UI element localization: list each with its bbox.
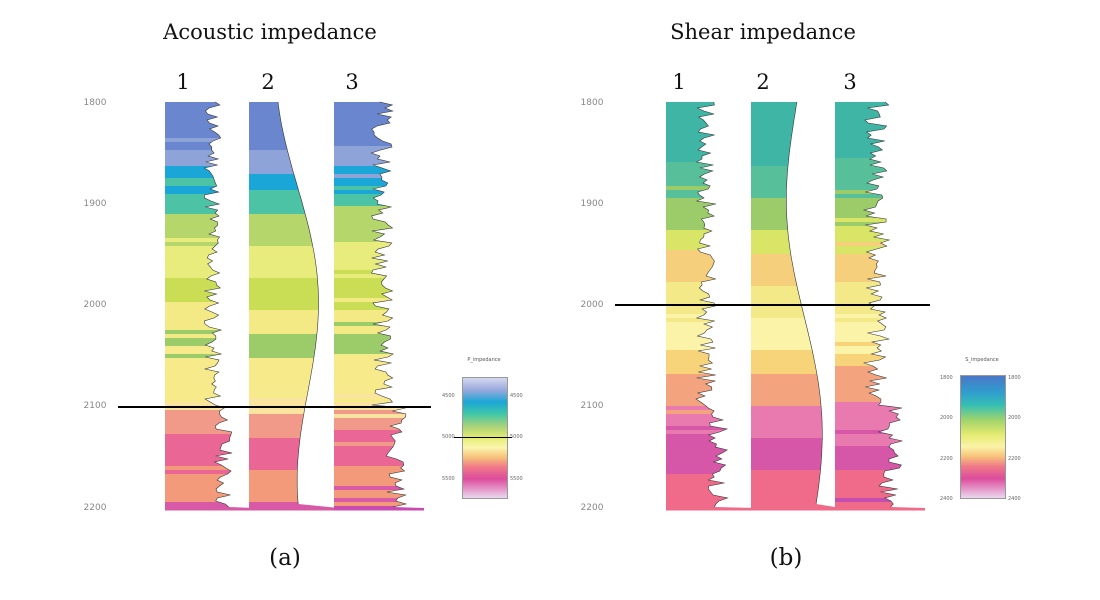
panel-a-track-2-number: 2 [261,70,275,94]
panel-a-colorbar-tick-left-0: 4500 [442,393,455,399]
panel-b-colorbar-tick-left-3: 2400 [940,496,953,502]
panel-b-colorbar-tick-left-0: 1800 [940,375,953,381]
panel-a-track-1 [165,101,255,511]
panel-b-depth-1800: 1800 [580,98,604,108]
panel-b-track-1 [666,101,756,511]
panel-b-track-3-number: 3 [843,70,857,94]
panel-a-depth-2000: 2000 [83,300,107,310]
panel-a-depth-2100: 2100 [83,401,107,411]
panel-b-colorbar-tick-right-1: 2000 [1008,415,1021,421]
panel-a-colorbar-tick-right-1: 5000 [510,434,523,440]
panel-a-track-3-number: 3 [345,70,359,94]
panel-a-depth-2200: 2200 [83,503,107,513]
panel-a-colorbar-tick-left-1: 5000 [442,434,455,440]
panel-b-colorbar-header: S_impedance [965,357,999,363]
panel-b-depth-2200: 2200 [580,503,604,513]
panel-b-depth-2000: 2000 [580,300,604,310]
panel-b-track-3 [835,101,925,511]
panel-a-colorbar-tick-left-2: 5500 [442,476,455,482]
panel-a-marker-line [118,406,431,408]
panel-a-colorbar-marker [454,437,512,438]
panel-a-track-2 [249,101,339,511]
panel-a-title: Acoustic impedance [163,20,377,44]
panel-b-title: Shear impedance [670,20,856,44]
panel-b-colorbar-tick-right-2: 2200 [1008,456,1021,462]
panel-b-colorbar-gradient [960,375,1006,499]
panel-a-colorbar-header: P_impedance [467,357,501,363]
panel-a-depth-1800: 1800 [83,98,107,108]
panel-b-caption: (b) [769,545,803,571]
panel-a-depth-1900: 1900 [83,199,107,209]
panel-a-track-1-number: 1 [176,70,190,94]
panel-b-marker-line [615,304,930,306]
panel-b-depth-1900: 1900 [580,199,604,209]
panel-b-colorbar-tick-right-0: 1800 [1008,375,1021,381]
panel-b-colorbar-tick-right-3: 2400 [1008,496,1021,502]
panel-b-depth-2100: 2100 [580,401,604,411]
panel-b-colorbar-tick-left-1: 2000 [940,415,953,421]
panel-a-colorbar-gradient [462,377,508,499]
panel-a-track-3 [334,101,424,511]
panel-b-track-2-number: 2 [756,70,770,94]
panel-b-colorbar-tick-left-2: 2200 [940,456,953,462]
panel-b-track-1-number: 1 [672,70,686,94]
panel-a-caption: (a) [269,545,301,571]
panel-a-colorbar-tick-right-2: 5500 [510,476,523,482]
panel-a-colorbar-tick-right-0: 4500 [510,393,523,399]
